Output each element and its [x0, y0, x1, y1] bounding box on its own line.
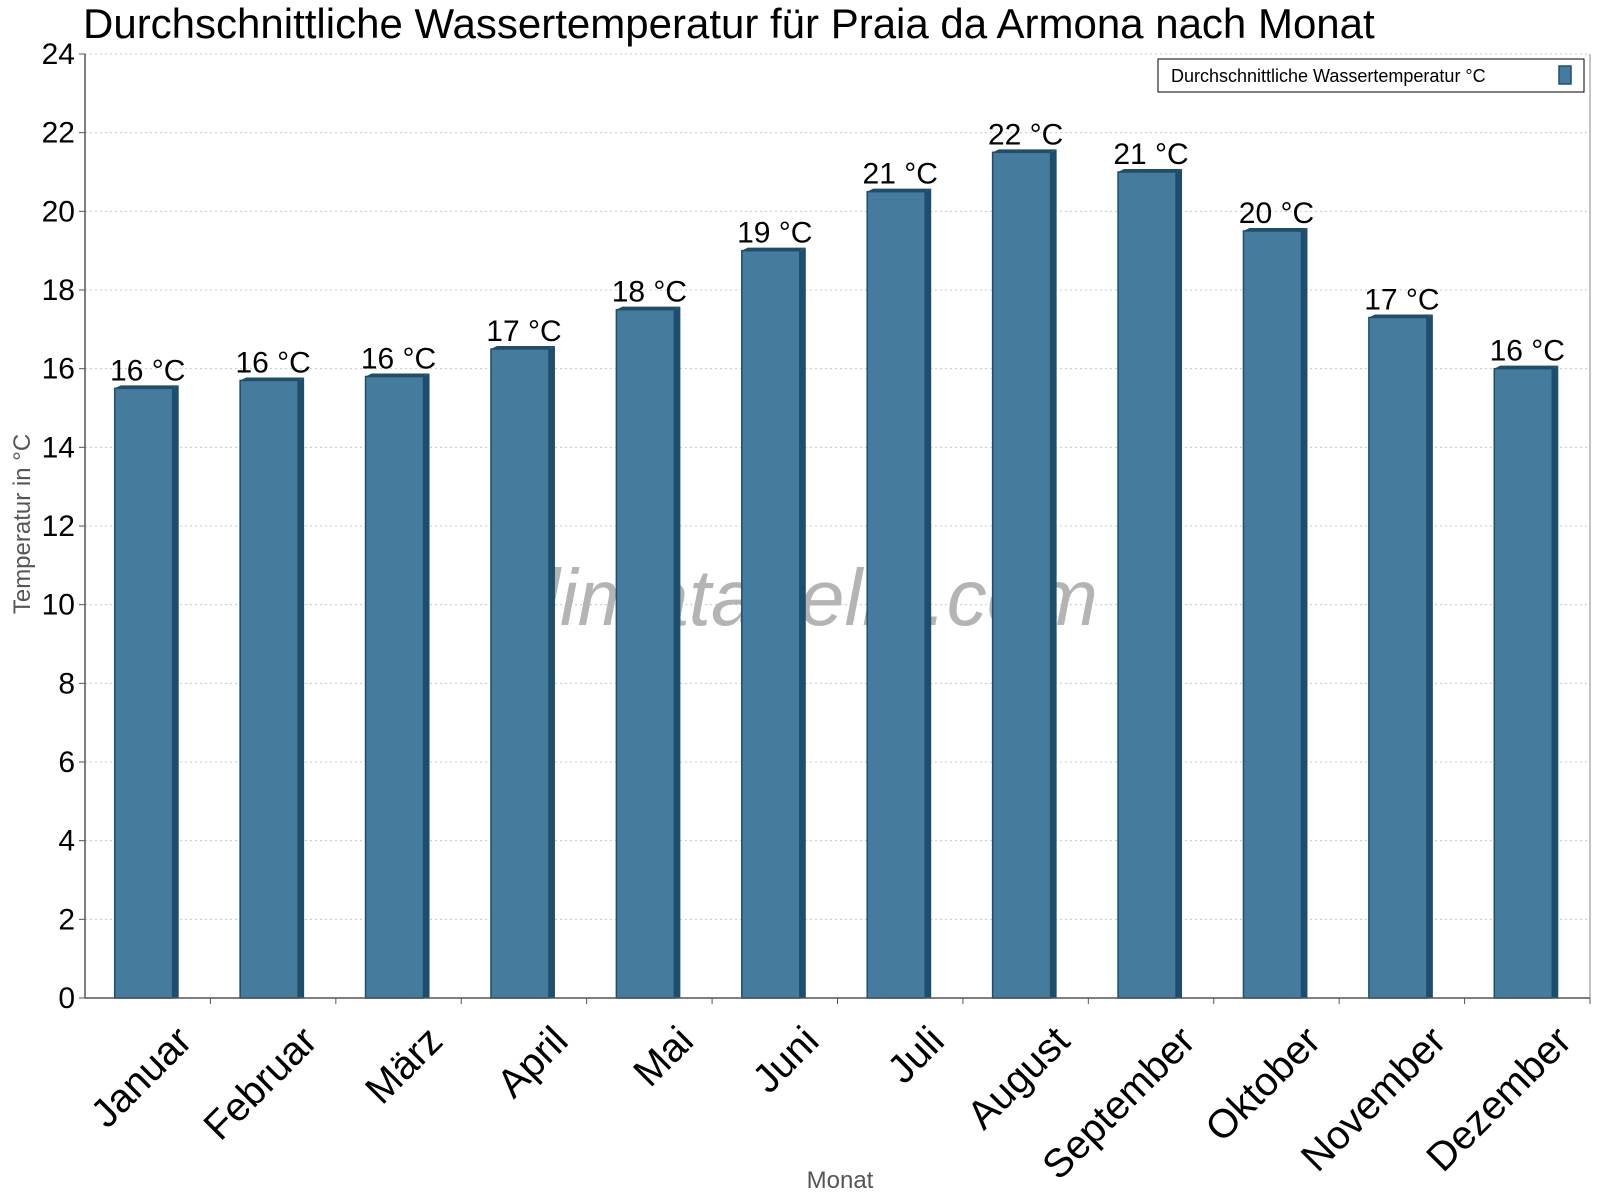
data-label: 16 °C [110, 354, 185, 387]
bar-front [364, 375, 425, 999]
x-tick-label: Juni [744, 1018, 827, 1101]
y-tick-label: 10 [42, 589, 75, 622]
bar-front [615, 308, 676, 999]
bar [991, 149, 1057, 999]
bar-front [490, 348, 550, 999]
y-tick-label: 12 [42, 510, 75, 543]
x-tick-label: Juli [879, 1018, 953, 1092]
bar-front [1242, 230, 1303, 999]
y-axis-label: Temperatur in °C [9, 434, 36, 614]
bar-side [799, 247, 806, 998]
bar [1117, 169, 1183, 999]
y-tick-label: 2 [58, 903, 75, 936]
bar [239, 377, 305, 999]
bar-front [239, 379, 299, 999]
x-tick-label: März [357, 1018, 451, 1112]
y-tick-label: 18 [42, 274, 75, 307]
x-tick-label: April [489, 1018, 577, 1106]
bar-side [674, 306, 681, 999]
bar-front [741, 249, 801, 999]
x-tick-label: Mai [625, 1018, 702, 1095]
bar-side [1050, 149, 1057, 999]
bar-front [991, 151, 1052, 999]
data-label: 17 °C [486, 315, 561, 348]
data-label: 21 °C [1113, 138, 1188, 171]
bar-side [172, 385, 179, 998]
data-label: 16 °C [235, 346, 310, 379]
y-tick-label: 4 [58, 825, 75, 858]
data-label: 22 °C [988, 118, 1063, 151]
y-tick-label: 22 [42, 117, 75, 150]
bar [1368, 314, 1433, 999]
bars [113, 149, 1559, 999]
bar-front [866, 190, 926, 999]
bar-front [1493, 367, 1554, 999]
bar [615, 306, 681, 999]
bar [1242, 228, 1308, 999]
data-label: 18 °C [612, 276, 687, 309]
y-tick-label: 16 [42, 353, 75, 386]
y-tick-label: 24 [42, 38, 75, 71]
y-tick-label: 0 [58, 982, 75, 1015]
data-label: 16 °C [361, 343, 436, 376]
x-tick-label: Oktober [1197, 1018, 1329, 1150]
y-tick-label: 14 [42, 431, 75, 464]
x-tick-label: August [959, 1018, 1078, 1137]
bar-side [298, 377, 305, 998]
bar-side [925, 188, 932, 998]
y-tick-label: 6 [58, 746, 75, 779]
bar-side [1426, 314, 1433, 998]
data-label: 19 °C [737, 217, 812, 250]
data-label: 21 °C [863, 158, 938, 191]
data-label: 17 °C [1364, 284, 1439, 317]
bar-front [113, 387, 174, 999]
bar [113, 385, 179, 999]
bar-side [1301, 228, 1308, 998]
bar [866, 188, 932, 999]
bar [741, 247, 806, 999]
data-label: 20 °C [1239, 197, 1314, 230]
y-tick-label: 20 [42, 195, 75, 228]
bar [490, 346, 555, 999]
y-tick-label: 8 [58, 667, 75, 700]
bar-side [423, 373, 430, 998]
bar-side [548, 346, 555, 998]
bar [364, 373, 430, 999]
legend: Durchschnittliche Wassertemperatur °C [1157, 58, 1585, 93]
x-axis-label: Monat [807, 1167, 874, 1194]
x-tick-label: Februar [196, 1018, 326, 1148]
bar-side [1552, 365, 1559, 999]
grid-lines [85, 53, 1590, 920]
bar-front [1368, 316, 1428, 999]
legend-swatch [1558, 65, 1572, 85]
bar-side [1176, 169, 1183, 998]
legend-label: Durchschnittliche Wassertemperatur °C [1171, 66, 1486, 86]
legend-box [1157, 58, 1585, 93]
x-tick-label: Januar [83, 1018, 201, 1136]
data-labels: 16 °C 16 °C 16 °C 17 °C 18 °C 19 °C 21 °C 22 °C… [110, 118, 1565, 387]
bar-front [1117, 171, 1177, 999]
data-label: 16 °C [1490, 335, 1565, 368]
bar-top [992, 149, 1057, 153]
bar [1493, 365, 1559, 999]
chart-title: Durchschnittliche Wassertemperatur für P… [83, 0, 1375, 47]
